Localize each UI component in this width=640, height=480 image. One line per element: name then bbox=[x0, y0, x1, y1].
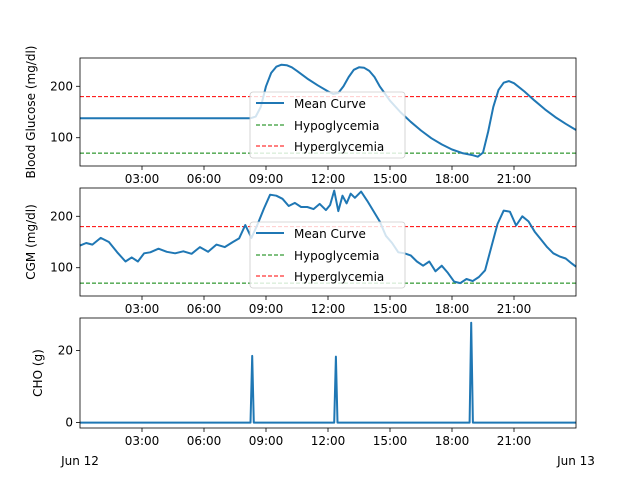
series-line-cho bbox=[80, 321, 576, 424]
x-tick-label: 03:00 bbox=[125, 434, 160, 448]
x-tick-label: 12:00 bbox=[311, 434, 346, 448]
legend-label-hyperglycemia: Hyperglycemia bbox=[294, 140, 384, 154]
x-tick-label: 03:00 bbox=[125, 172, 160, 186]
y-tick-label: 200 bbox=[50, 79, 73, 93]
series-line-mean-curve bbox=[80, 63, 577, 158]
legend-label-mean-curve: Mean Curve bbox=[294, 227, 366, 241]
x-tick-label: 21:00 bbox=[497, 302, 532, 316]
blood-glucose-panel: 03:00 06:00 09:00 12:00 15:00 18:00 21:00 100 2… bbox=[24, 46, 577, 186]
x-tick-label: 18:00 bbox=[435, 302, 470, 316]
blood-glucose-legend: Mean Curve Hypoglycemia Hyperglycemia bbox=[249, 91, 406, 159]
x-tick-label: 09:00 bbox=[249, 434, 284, 448]
x-tick-label: 09:00 bbox=[249, 172, 284, 186]
x-tick-label: 21:00 bbox=[497, 172, 532, 186]
x-tick-label: 06:00 bbox=[187, 172, 222, 186]
x-tick-label: 18:00 bbox=[435, 434, 470, 448]
legend-label-hypoglycemia: Hypoglycemia bbox=[294, 119, 380, 133]
x-tick-label: 09:00 bbox=[249, 302, 284, 316]
legend-label-mean-curve: Mean Curve bbox=[294, 97, 366, 111]
legend-label-hyperglycemia: Hyperglycemia bbox=[294, 270, 384, 284]
x-tick-label: 06:00 bbox=[187, 302, 222, 316]
x-start-date-label: Jun 12 bbox=[60, 454, 99, 468]
cgm-panel: 03:00 06:00 09:00 12:00 15:00 18:00 21:00 100 2… bbox=[24, 187, 577, 316]
legend-box bbox=[249, 221, 406, 289]
x-tick-label: 03:00 bbox=[125, 302, 160, 316]
cgm-y-axis-label: CGM (mg/dl) bbox=[24, 204, 38, 280]
x-tick-label: 12:00 bbox=[311, 302, 346, 316]
y-tick-label: 100 bbox=[50, 131, 73, 145]
cho-panel: 03:00 06:00 09:00 12:00 15:00 18:00 21:00 020 … bbox=[31, 317, 577, 448]
blood-glucose-y-axis-label: Blood Glucose (mg/dl) bbox=[24, 46, 38, 179]
x-tick-label: 15:00 bbox=[373, 434, 408, 448]
y-tick-label: 0 bbox=[65, 416, 73, 430]
y-tick-label: 200 bbox=[50, 209, 73, 223]
x-tick-label: 06:00 bbox=[187, 434, 222, 448]
y-tick-label: 20 bbox=[58, 343, 73, 357]
cgm-legend: Mean Curve Hypoglycemia Hyperglycemia bbox=[249, 221, 406, 289]
x-end-date-label: Jun 13 bbox=[556, 454, 595, 468]
x-tick-label: 15:00 bbox=[373, 172, 408, 186]
legend-box bbox=[249, 91, 406, 159]
y-tick-label: 100 bbox=[50, 261, 73, 275]
series-line-mean-curve bbox=[79, 189, 577, 285]
x-tick-label: 21:00 bbox=[497, 434, 532, 448]
x-tick-label: 18:00 bbox=[435, 172, 470, 186]
cho-y-axis-label: CHO (g) bbox=[31, 349, 45, 397]
x-tick-label: 12:00 bbox=[311, 172, 346, 186]
x-tick-label: 15:00 bbox=[373, 302, 408, 316]
legend-label-hypoglycemia: Hypoglycemia bbox=[294, 249, 380, 263]
